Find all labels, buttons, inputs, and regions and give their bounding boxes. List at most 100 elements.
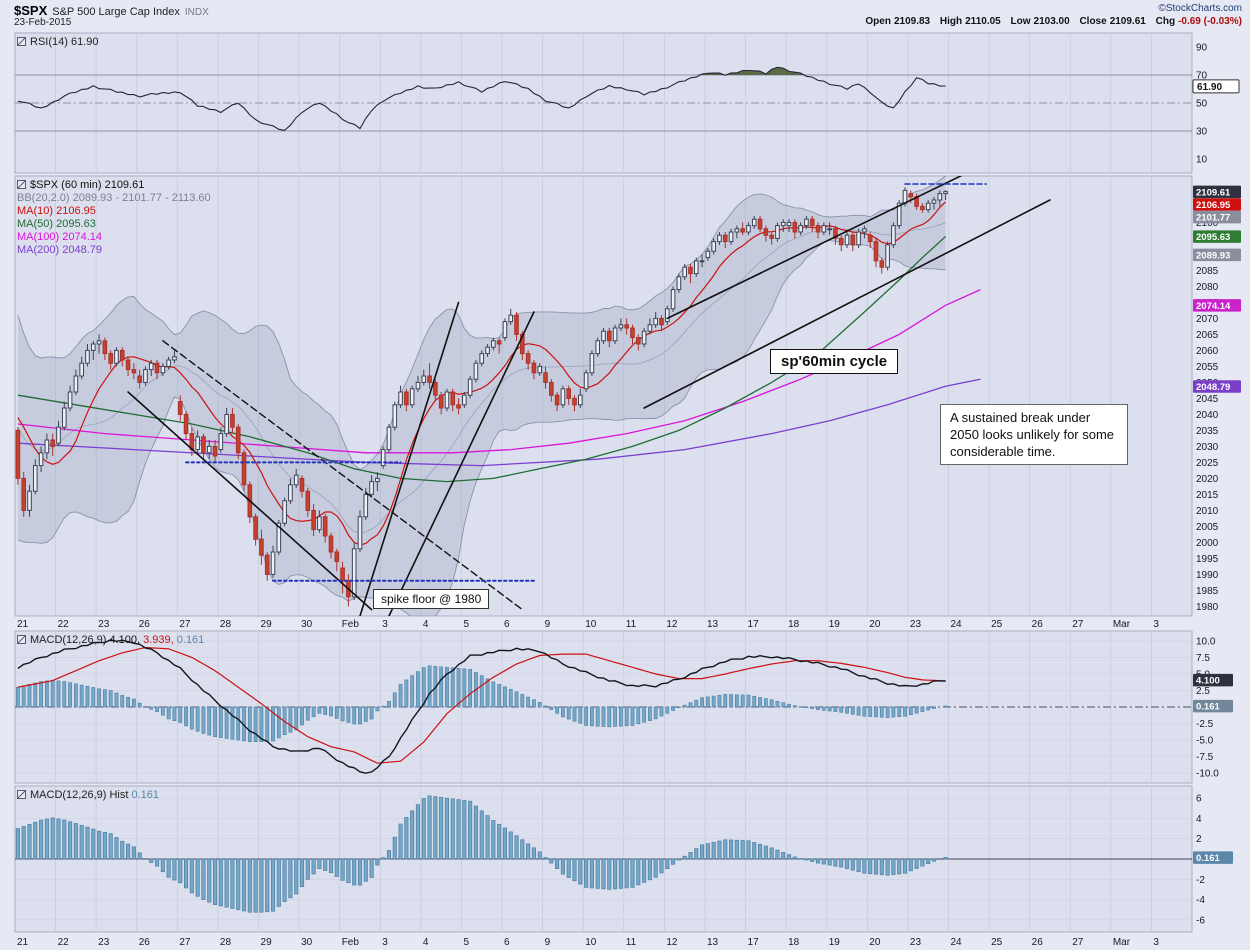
macd-tag xyxy=(1193,673,1233,687)
svg-text:18: 18 xyxy=(788,937,800,948)
trendline xyxy=(666,176,963,320)
note-annotation: A sustained break under 2050 looks unlik… xyxy=(940,404,1128,466)
svg-text:2.5: 2.5 xyxy=(1196,686,1210,697)
trendline xyxy=(388,311,535,616)
svg-text:2065: 2065 xyxy=(1196,330,1219,341)
svg-text:29: 29 xyxy=(261,937,273,948)
svg-text:10: 10 xyxy=(1196,155,1208,166)
svg-text:10: 10 xyxy=(585,619,597,630)
svg-text:0.161: 0.161 xyxy=(1196,702,1220,713)
svg-text:27: 27 xyxy=(1072,937,1084,948)
svg-text:30: 30 xyxy=(301,619,313,630)
svg-text:6: 6 xyxy=(504,619,510,630)
price-tag xyxy=(1193,248,1241,262)
svg-text:90: 90 xyxy=(1196,43,1208,54)
svg-text:23: 23 xyxy=(98,937,110,948)
svg-text:2025: 2025 xyxy=(1196,458,1219,469)
svg-text:18: 18 xyxy=(788,619,800,630)
hist-tag xyxy=(1193,851,1233,864)
svg-text:9: 9 xyxy=(545,619,551,630)
svg-text:-4: -4 xyxy=(1196,895,1205,906)
svg-text:-2: -2 xyxy=(1196,875,1205,886)
svg-text:2055: 2055 xyxy=(1196,362,1219,373)
svg-text:26: 26 xyxy=(139,619,151,630)
svg-text:2045: 2045 xyxy=(1196,394,1219,405)
svg-text:2040: 2040 xyxy=(1196,410,1219,421)
svg-text:70: 70 xyxy=(1196,71,1208,82)
svg-text:3: 3 xyxy=(1153,937,1159,948)
svg-text:11: 11 xyxy=(626,619,637,630)
cycle-annotation: sp'60min cycle xyxy=(770,349,899,374)
svg-text:4: 4 xyxy=(1196,814,1202,825)
svg-text:Feb: Feb xyxy=(342,619,360,630)
svg-text:-10.0: -10.0 xyxy=(1196,769,1219,780)
svg-text:50: 50 xyxy=(1196,99,1208,110)
svg-text:26: 26 xyxy=(1032,937,1044,948)
svg-text:2010: 2010 xyxy=(1196,506,1219,517)
svg-text:2005: 2005 xyxy=(1196,522,1219,533)
svg-text:27: 27 xyxy=(179,937,191,948)
svg-text:13: 13 xyxy=(707,937,719,948)
svg-text:30: 30 xyxy=(301,937,313,948)
svg-text:6: 6 xyxy=(1196,794,1202,805)
svg-text:23: 23 xyxy=(910,619,922,630)
svg-text:2074.14: 2074.14 xyxy=(1196,301,1231,312)
svg-text:12: 12 xyxy=(666,619,678,630)
svg-text:6: 6 xyxy=(504,937,510,948)
price-tag xyxy=(1193,210,1241,224)
svg-text:28: 28 xyxy=(220,619,232,630)
svg-text:29: 29 xyxy=(261,619,273,630)
svg-text:20: 20 xyxy=(869,619,881,630)
svg-text:20: 20 xyxy=(869,937,881,948)
svg-text:4: 4 xyxy=(423,619,429,630)
svg-text:25: 25 xyxy=(991,619,1003,630)
svg-text:1995: 1995 xyxy=(1196,554,1219,565)
hist-plot xyxy=(15,795,1192,921)
svg-text:2106.95: 2106.95 xyxy=(1196,200,1231,211)
svg-text:12: 12 xyxy=(666,937,678,948)
svg-text:11: 11 xyxy=(626,937,637,948)
svg-text:23: 23 xyxy=(910,937,922,948)
trendline xyxy=(162,340,524,611)
svg-text:2089.93: 2089.93 xyxy=(1196,250,1230,261)
svg-text:4.100: 4.100 xyxy=(1196,676,1220,687)
svg-text:2030: 2030 xyxy=(1196,442,1219,453)
svg-text:-5.0: -5.0 xyxy=(1196,736,1214,747)
svg-text:5: 5 xyxy=(463,937,469,948)
svg-text:-2.5: -2.5 xyxy=(1196,719,1214,730)
macd-plot xyxy=(15,638,1192,774)
svg-text:2109.61: 2109.61 xyxy=(1196,187,1231,198)
svg-text:2080: 2080 xyxy=(1196,282,1219,293)
svg-text:26: 26 xyxy=(139,937,151,948)
svg-text:19: 19 xyxy=(829,937,841,948)
trendline xyxy=(359,301,460,616)
svg-text:27: 27 xyxy=(179,619,191,630)
price-tag xyxy=(1193,185,1241,199)
svg-text:4: 4 xyxy=(423,937,429,948)
svg-text:30: 30 xyxy=(1196,127,1208,138)
svg-text:2100: 2100 xyxy=(1196,218,1219,229)
svg-text:2070: 2070 xyxy=(1196,314,1219,325)
svg-text:-6: -6 xyxy=(1196,915,1205,926)
svg-text:28: 28 xyxy=(220,937,232,948)
svg-text:19: 19 xyxy=(829,619,841,630)
stockcharts-credit-link[interactable]: ©StockCharts.com xyxy=(1158,3,1242,14)
svg-text:Mar: Mar xyxy=(1113,937,1131,948)
svg-text:17: 17 xyxy=(748,619,760,630)
svg-text:Feb: Feb xyxy=(342,937,360,948)
svg-text:13: 13 xyxy=(707,619,719,630)
svg-text:2101.77: 2101.77 xyxy=(1196,213,1230,224)
rsi-tag xyxy=(1192,79,1240,94)
svg-text:3: 3 xyxy=(1153,619,1159,630)
svg-text:3: 3 xyxy=(382,619,388,630)
svg-text:23: 23 xyxy=(98,619,110,630)
svg-text:1990: 1990 xyxy=(1196,570,1219,581)
svg-text:1985: 1985 xyxy=(1196,586,1219,597)
price-panel xyxy=(14,175,1193,617)
macd-tag xyxy=(1193,699,1233,713)
svg-text:2060: 2060 xyxy=(1196,346,1219,357)
trendline xyxy=(127,391,373,611)
price-plot xyxy=(15,176,1051,616)
svg-text:2085: 2085 xyxy=(1196,266,1219,277)
svg-text:2048.79: 2048.79 xyxy=(1196,382,1230,393)
